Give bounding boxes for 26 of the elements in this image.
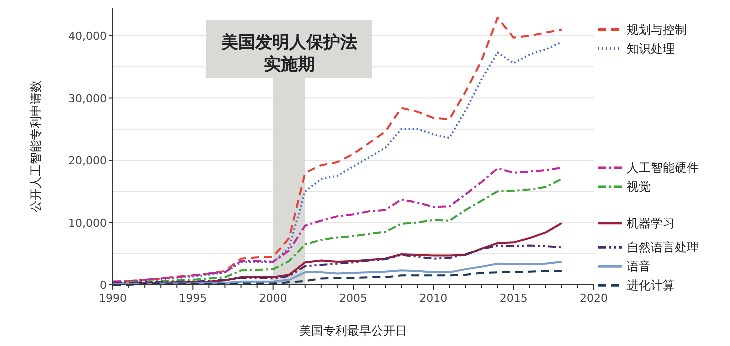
- x-tick-label: 2000: [259, 292, 288, 305]
- y-tick-label: 30,000: [68, 92, 107, 106]
- x-tick-label: 2015: [500, 292, 528, 305]
- y-tick-label: 40,000: [68, 30, 107, 44]
- legend-label: 人工智能硬件: [627, 160, 699, 175]
- y-axis-title: 公开人工智能专利申请数: [29, 80, 43, 212]
- y-tick-label: 20,000: [68, 154, 107, 168]
- line-series: [112, 244, 563, 284]
- legend-label: 机器学习: [627, 216, 675, 230]
- x-tick-label: 1995: [179, 292, 208, 305]
- line-series: [112, 260, 563, 286]
- x-tick-label: 2020: [580, 292, 608, 305]
- x-axis-title: 美国专利最早公开日: [300, 324, 408, 338]
- legend-label: 进化计算: [627, 278, 675, 293]
- line-series: [112, 270, 563, 286]
- y-tick-label: 10,000: [68, 216, 107, 230]
- legend-label: 语音: [627, 260, 651, 274]
- legend-label: 自然语言处理: [627, 240, 699, 255]
- band-label: 美国发明人保护法实施期: [220, 33, 358, 75]
- legend-label: 规划与控制: [627, 22, 687, 37]
- legend-label: 视觉: [627, 180, 651, 194]
- y-tick-label: 0: [100, 279, 107, 292]
- legend-label: 知识处理: [627, 42, 675, 56]
- x-tick-label: 2010: [420, 292, 448, 305]
- x-tick-label: 1990: [99, 292, 127, 305]
- x-tick-label: 2005: [340, 292, 368, 305]
